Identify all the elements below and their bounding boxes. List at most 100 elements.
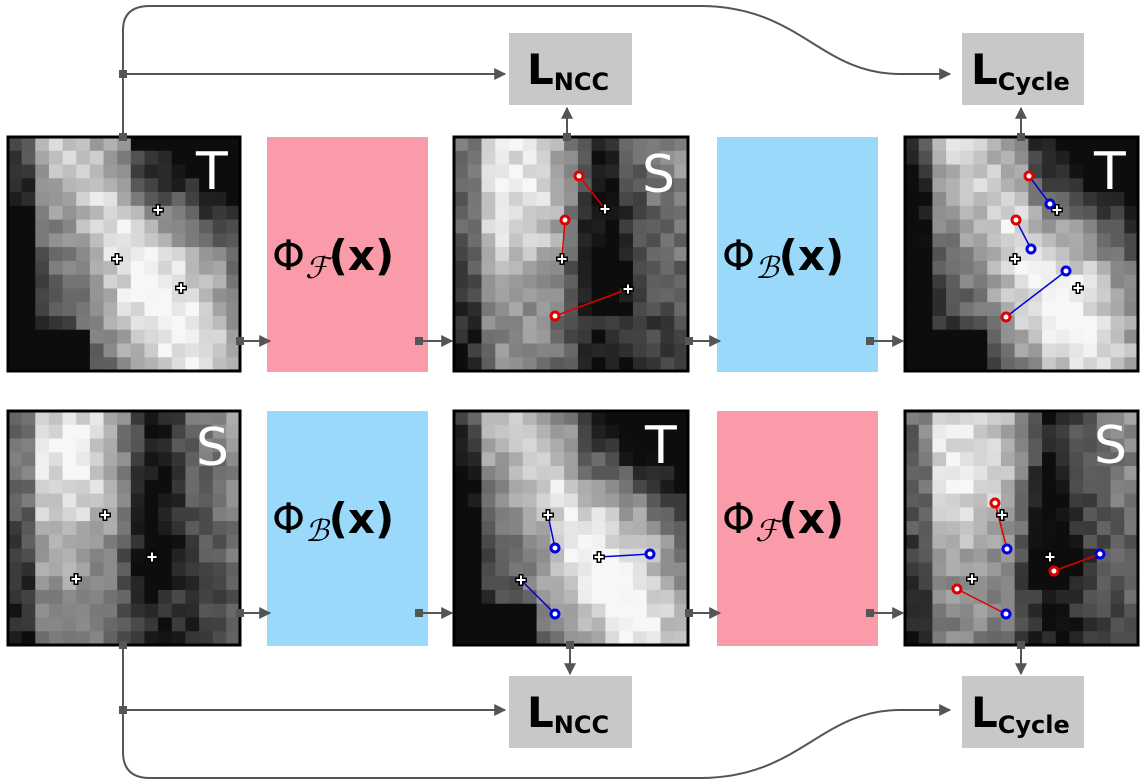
image-pixel: [918, 493, 934, 508]
image-pixel: [987, 534, 1002, 550]
image-pixel: [591, 260, 607, 276]
image-pixel: [1014, 521, 1029, 536]
image-pixel: [660, 192, 675, 207]
image-pixel: [495, 343, 510, 358]
image-pixel: [946, 192, 961, 207]
image-pixel: [144, 534, 159, 550]
image-pixel: [1083, 576, 1098, 591]
image-pixel: [130, 479, 146, 495]
image-pixel: [130, 329, 146, 345]
image-pixel: [1110, 493, 1125, 508]
image-pixel: [619, 192, 634, 207]
image-pixel: [905, 274, 920, 290]
image-pixel: [89, 192, 105, 207]
image-pixel: [185, 631, 200, 646]
image-pixel: [1042, 288, 1057, 303]
image-pixel: [619, 493, 634, 508]
image-pixel: [62, 329, 77, 345]
image-pixel: [932, 589, 947, 605]
image-pixel: [1014, 411, 1029, 426]
image-pixel: [577, 589, 593, 605]
image-pixel: [591, 274, 607, 290]
image-pixel: [495, 302, 510, 317]
image-pixel: [1096, 302, 1112, 317]
image-pixel: [564, 617, 579, 632]
image-pixel: [226, 631, 241, 646]
image-pixel: [509, 302, 524, 317]
image-pixel: [130, 357, 146, 372]
image-pixel: [144, 192, 159, 207]
image-pixel: [1083, 603, 1098, 619]
image-pixel: [21, 302, 36, 317]
image-pixel: [987, 343, 1002, 358]
image-pixel: [918, 617, 934, 632]
image-pixel: [1000, 274, 1016, 290]
image-pixel: [646, 424, 662, 440]
image-pixel: [144, 260, 159, 276]
image-pixel: [577, 424, 593, 440]
image-pixel: [481, 219, 496, 234]
image-pixel: [564, 343, 579, 358]
image-pixel: [591, 288, 607, 303]
image-pixel: [185, 466, 200, 481]
image-pixel: [973, 219, 988, 234]
image-pixel: [987, 357, 1002, 372]
image-pixel: [632, 493, 648, 508]
image-pixel: [185, 411, 200, 426]
image-pixel: [1000, 521, 1016, 536]
image-pixel: [1028, 603, 1043, 619]
image-pixel: [171, 260, 187, 276]
image-pixel: [212, 562, 227, 577]
image-pixel: [144, 493, 159, 508]
image-pixel: [1028, 329, 1043, 345]
image-pixel: [1028, 411, 1043, 426]
image-pixel: [185, 438, 200, 453]
image-pixel: [495, 576, 510, 591]
image-pixel: [130, 315, 146, 331]
image-pixel: [62, 617, 77, 632]
image-pixel: [1042, 260, 1057, 276]
image-pixel: [103, 274, 118, 290]
image-pixel: [1110, 302, 1125, 317]
image-pixel: [1124, 631, 1139, 646]
image-pixel: [932, 288, 947, 303]
image-pixel: [62, 205, 77, 221]
image-pixel: [158, 631, 173, 646]
image-pixel: [918, 315, 934, 331]
image-pixel: [495, 452, 510, 467]
image-pixel: [1042, 452, 1057, 467]
image-pixel: [564, 603, 579, 619]
displacement-line: [1053, 553, 1101, 572]
image-pixel: [35, 260, 50, 276]
image-pixel: [103, 548, 118, 564]
circle-marker-icon: [1001, 543, 1013, 555]
image-pixel: [674, 357, 689, 372]
image-pixel: [987, 548, 1002, 564]
image-pixel: [522, 411, 538, 426]
image-pixel: [918, 411, 934, 426]
top-image-1: T: [6, 135, 242, 373]
image-pixel: [185, 288, 200, 303]
image-pixel: [605, 315, 620, 331]
image-pixel: [591, 164, 607, 179]
image-pixel: [1028, 343, 1043, 358]
image-pixel: [1083, 589, 1098, 605]
image-pixel: [674, 288, 689, 303]
image-pixel: [1000, 178, 1016, 193]
image-pixel: [35, 315, 50, 331]
image-pixel: [660, 521, 675, 536]
image-pixel: [35, 466, 50, 481]
svg-text:Φℱ(x): Φℱ(x): [272, 231, 394, 286]
image-pixel: [619, 137, 634, 152]
image-pixel: [212, 479, 227, 495]
image-pixel: [1028, 424, 1043, 440]
image-pixel: [674, 521, 689, 536]
image-pixel: [199, 603, 214, 619]
image-pixel: [536, 233, 551, 248]
image-pixel: [1096, 438, 1112, 453]
image-pixel: [158, 357, 173, 372]
svg-text:LNCC: LNCC: [527, 688, 609, 739]
image-pixel: [1042, 302, 1057, 317]
image-pixel: [522, 274, 538, 290]
image-pixel: [646, 219, 662, 234]
